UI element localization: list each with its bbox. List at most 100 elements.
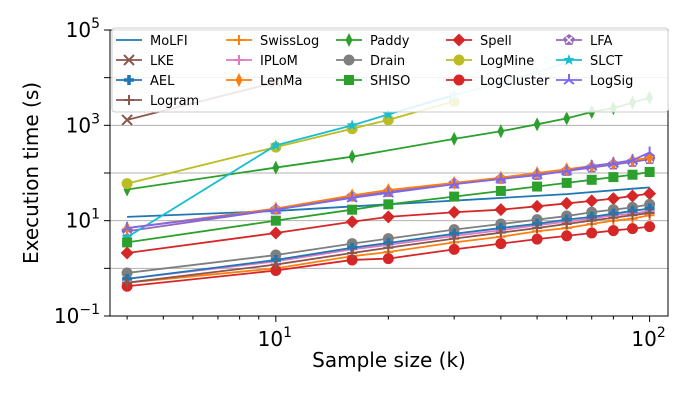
legend-swatch-marker: [234, 35, 244, 45]
data-point-logram-shape: [532, 223, 543, 234]
y-tick-label-base: 10: [66, 209, 91, 233]
data-point-spell: [530, 199, 544, 213]
data-point-slct-shape: [121, 231, 133, 243]
data-point-shiso: [383, 199, 394, 210]
legend-label: Logram: [150, 94, 199, 109]
legend-label: LogCluster: [480, 74, 550, 89]
data-point-spell: [120, 246, 134, 260]
series-logram: [122, 207, 655, 288]
data-point-logmine: [121, 178, 133, 190]
data-point-spell-shape: [606, 192, 620, 206]
data-point-logram: [347, 247, 358, 258]
data-point-slct: [382, 108, 395, 120]
data-point-logcluster: [382, 253, 394, 265]
data-point-shiso: [532, 181, 543, 192]
data-point-logcluster-shape: [495, 238, 507, 250]
legend-swatch-marker: [124, 95, 134, 105]
data-point-slct: [121, 231, 133, 243]
legend-swatch-marker-shape: [234, 55, 244, 65]
legend-entry-drain: Drain: [336, 54, 405, 69]
data-point-logram-shape: [270, 259, 281, 270]
data-point-logsig: [270, 203, 282, 215]
data-point-logcluster: [586, 227, 598, 239]
data-point-shiso-shape: [383, 199, 394, 210]
data-point-logsig: [607, 157, 620, 169]
legend-label: SHISO: [370, 74, 410, 89]
data-point-paddy: [533, 117, 541, 132]
data-point-logram: [608, 212, 619, 223]
data-point-spell-shape: [643, 187, 657, 201]
data-point-shiso: [270, 215, 281, 226]
series-logsig: [121, 146, 656, 233]
data-point-logcluster-shape: [644, 221, 656, 233]
data-point-shiso: [495, 185, 506, 196]
legend-entry-ael: AEL: [116, 74, 175, 89]
data-point-logsig-shape: [531, 168, 543, 180]
data-point-logsig-shape: [643, 146, 656, 158]
data-point-shiso: [644, 166, 655, 177]
data-point-logcluster: [531, 233, 543, 245]
legend-swatch-marker-shape: [563, 54, 575, 65]
legend-swatch-marker-shape: [123, 54, 135, 66]
legend-entry-lke: LKE: [116, 54, 174, 69]
data-point-logram: [122, 277, 133, 288]
legend-swatch-marker-shape: [124, 75, 134, 85]
data-point-logram-shape: [627, 210, 638, 221]
data-point-logram-shape: [383, 242, 394, 253]
data-point-logcluster: [627, 223, 639, 235]
legend-entry-paddy: Paddy: [336, 33, 410, 49]
legend-swatch-marker: [453, 54, 465, 66]
data-point-logsig-shape: [346, 191, 358, 203]
series-shiso: [122, 166, 655, 248]
legend-label: Drain: [370, 54, 405, 69]
legend-swatch-marker: [344, 75, 354, 85]
legend-swatch-marker: [124, 75, 134, 85]
data-point-logcluster: [448, 243, 460, 255]
data-point-paddy: [272, 160, 280, 175]
legend-label: LogMine: [480, 54, 534, 69]
data-point-logram-shape: [586, 215, 597, 226]
data-point-logram-shape: [561, 219, 572, 230]
data-point-slct-shape: [270, 139, 282, 151]
data-point-slct: [270, 139, 282, 151]
data-point-paddy: [348, 149, 356, 164]
data-point-shiso-shape: [347, 204, 358, 215]
legend-swatch-marker: [563, 54, 575, 65]
data-point-logsig-shape: [382, 187, 394, 198]
data-point-logcluster-shape: [627, 223, 639, 235]
legend-label: SLCT: [590, 54, 623, 69]
x-tick-label-base: 10: [258, 327, 283, 351]
legend-entry-lenma: LenMa: [226, 73, 302, 89]
data-point-paddy: [450, 131, 458, 146]
legend-swatch-marker: [453, 74, 465, 86]
series-logcluster: [121, 221, 656, 292]
data-point-slct: [346, 119, 358, 131]
legend-swatch-marker: [345, 33, 353, 47]
legend-label: SwissLog: [260, 34, 319, 49]
data-point-logsig-shape: [121, 222, 133, 233]
data-point-spell: [345, 215, 359, 229]
legend-label: AEL: [150, 74, 175, 89]
data-series: [120, 56, 657, 292]
y-tick-label: 105: [66, 16, 100, 42]
data-point-logsig: [586, 160, 598, 171]
data-point-shiso-shape: [644, 166, 655, 177]
data-point-spell: [381, 210, 395, 224]
data-point-logcluster: [607, 225, 619, 237]
data-point-shiso: [561, 177, 572, 188]
data-point-logram: [495, 227, 506, 238]
y-tick-label: 101: [66, 207, 100, 233]
data-point-logram-shape: [122, 277, 133, 288]
data-point-logcluster-shape: [448, 243, 460, 255]
data-point-logsig: [121, 222, 133, 233]
legend-swatch-marker-shape: [452, 33, 466, 47]
x-tick-label-base: 10: [631, 327, 656, 351]
legend-swatch-marker-shape: [344, 75, 354, 85]
legend-entry-molfi: MoLFI: [116, 34, 188, 49]
data-point-shiso-shape: [449, 191, 460, 202]
data-point-slct-shape: [382, 108, 395, 120]
legend-swatch-marker-shape: [124, 95, 134, 105]
data-point-logsig-shape: [270, 203, 282, 215]
legend-label: LFA: [590, 34, 613, 49]
data-point-logsig: [626, 154, 639, 166]
